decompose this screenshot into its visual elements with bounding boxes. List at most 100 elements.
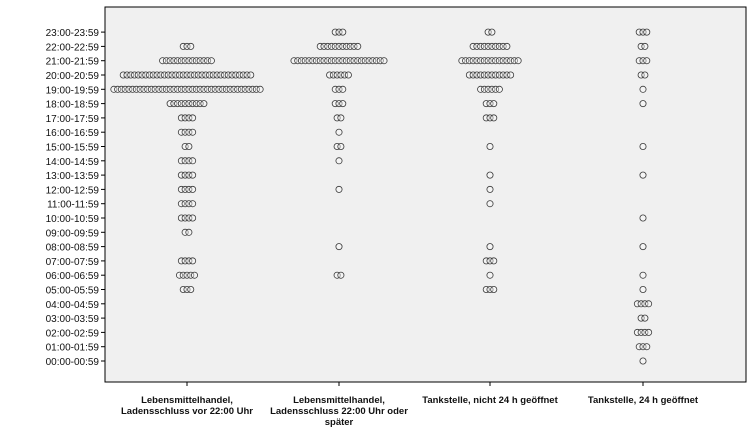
- data-points: [110, 28, 653, 365]
- data-point: [234, 85, 242, 93]
- data-point: [354, 57, 362, 65]
- data-point: [134, 71, 142, 79]
- data-point: [641, 328, 649, 336]
- data-point: [486, 243, 494, 251]
- data-point: [175, 271, 183, 279]
- data-point: [151, 85, 159, 93]
- data-point: [196, 57, 204, 65]
- data-point: [181, 85, 189, 93]
- data-point: [333, 114, 341, 122]
- data-point: [294, 57, 302, 65]
- data-point: [331, 42, 339, 50]
- data-point: [639, 243, 647, 251]
- data-point: [155, 85, 163, 93]
- data-point: [495, 85, 503, 93]
- data-point: [301, 57, 309, 65]
- y-tick-label: 10:00-10:59: [46, 214, 100, 225]
- data-point: [205, 71, 213, 79]
- data-point: [179, 285, 187, 293]
- data-point: [200, 100, 208, 108]
- data-point: [189, 128, 197, 136]
- data-point: [645, 328, 653, 336]
- data-point: [342, 57, 350, 65]
- y-tick-label: 14:00-14:59: [46, 157, 100, 168]
- data-point: [643, 343, 651, 351]
- data-point: [127, 71, 135, 79]
- data-point: [335, 85, 343, 93]
- data-point: [187, 285, 195, 293]
- data-point: [473, 57, 481, 65]
- data-point: [181, 228, 189, 236]
- data-point: [144, 85, 152, 93]
- x-axis-ticks: [186, 382, 644, 386]
- x-tick-label: Lebensmittelhandel, Ladensschluss vor 22:…: [121, 395, 253, 417]
- y-tick-label: 04:00-04:59: [46, 300, 100, 311]
- data-point: [645, 300, 653, 308]
- data-point: [488, 28, 496, 36]
- data-point: [641, 71, 649, 79]
- data-point: [482, 100, 490, 108]
- data-point: [181, 257, 189, 265]
- y-tick-label: 03:00-03:59: [46, 314, 100, 325]
- data-point: [490, 100, 498, 108]
- data-point: [189, 57, 197, 65]
- data-point: [185, 100, 193, 108]
- data-point: [239, 71, 247, 79]
- y-tick-label: 07:00-07:59: [46, 257, 100, 268]
- data-point: [189, 85, 197, 93]
- data-point: [190, 271, 198, 279]
- data-point: [372, 57, 380, 65]
- data-point: [503, 71, 511, 79]
- data-point: [170, 85, 178, 93]
- y-tick-label: 01:00-01:59: [46, 343, 100, 354]
- data-point: [490, 285, 498, 293]
- data-point: [187, 271, 195, 279]
- data-point: [228, 71, 236, 79]
- y-tick-label: 02:00-02:59: [46, 328, 100, 339]
- data-point: [633, 300, 641, 308]
- data-point: [333, 71, 341, 79]
- data-point: [633, 328, 641, 336]
- data-point: [123, 71, 131, 79]
- data-point: [219, 85, 227, 93]
- data-point: [469, 42, 477, 50]
- data-point: [480, 71, 488, 79]
- data-point: [192, 100, 200, 108]
- data-point: [495, 71, 503, 79]
- y-tick-label: 23:00-23:59: [46, 28, 100, 39]
- data-point: [503, 42, 511, 50]
- data-point: [177, 257, 185, 265]
- data-point: [181, 185, 189, 193]
- data-point: [207, 57, 215, 65]
- data-point: [164, 71, 172, 79]
- data-point: [639, 100, 647, 108]
- data-point: [514, 57, 522, 65]
- data-point: [232, 71, 240, 79]
- data-point: [499, 42, 507, 50]
- data-point: [249, 85, 257, 93]
- data-point: [179, 71, 187, 79]
- data-point: [189, 214, 197, 222]
- data-point: [639, 271, 647, 279]
- data-point: [256, 85, 264, 93]
- data-point: [344, 71, 352, 79]
- data-point: [185, 185, 193, 193]
- data-point: [222, 85, 230, 93]
- data-point: [335, 185, 343, 193]
- data-point: [639, 85, 647, 93]
- data-point: [333, 142, 341, 150]
- data-point: [207, 85, 215, 93]
- data-point: [183, 285, 191, 293]
- data-point: [190, 71, 198, 79]
- y-tick-label: 11:00-11:59: [47, 200, 99, 211]
- data-point: [189, 114, 197, 122]
- y-tick-label: 20:00-20:59: [46, 71, 100, 82]
- data-point: [346, 57, 354, 65]
- data-point: [181, 128, 189, 136]
- data-point: [641, 300, 649, 308]
- data-point: [484, 71, 492, 79]
- data-point: [145, 71, 153, 79]
- data-point: [484, 85, 492, 93]
- data-point: [172, 71, 180, 79]
